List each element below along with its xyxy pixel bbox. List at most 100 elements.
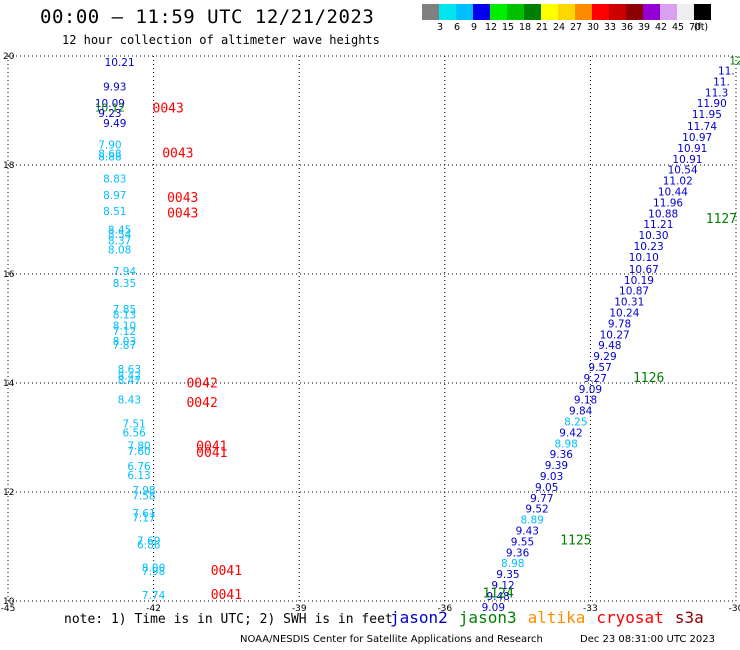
- colorbar-swatch: [626, 4, 643, 20]
- wave-height-value: 7.80: [127, 440, 150, 452]
- legend-jason3: jason3: [458, 608, 517, 627]
- wave-height-value: 8.51: [103, 206, 126, 218]
- wave-height-value: 8.97: [103, 190, 126, 202]
- wave-height-value: 9.77: [530, 493, 553, 505]
- colorbar-swatch: [660, 4, 677, 20]
- legend-cryosat: cryosat: [596, 608, 664, 627]
- wave-height-value: 10.87: [619, 286, 649, 298]
- pass-time-label: 0043: [167, 206, 198, 221]
- colorbar-label: 33: [603, 22, 617, 33]
- wave-height-value: 9.36: [506, 547, 530, 559]
- pass-time-label: 0043: [153, 102, 184, 117]
- wave-height-value: 8.47: [118, 375, 141, 387]
- colorbar-swatch: [609, 4, 626, 20]
- colorbar-label: 9: [470, 22, 478, 33]
- wave-height-value: 10.54: [668, 165, 698, 177]
- wave-height-value: 10.31: [614, 297, 644, 309]
- wave-height-value: 11.: [718, 66, 735, 78]
- pass-time-label: 0042: [186, 376, 217, 391]
- colorbar-label: 27: [569, 22, 583, 33]
- pass-time-label: 1124: [483, 587, 514, 602]
- wave-height-value: 11.96: [653, 197, 683, 209]
- legend-altika: altika: [527, 608, 586, 627]
- wave-height-value: 7.60: [127, 446, 150, 458]
- wave-height-value: 8.10: [113, 321, 136, 333]
- x-tick-label: -33: [583, 604, 598, 614]
- pass-time-label: 1127: [706, 212, 737, 227]
- wave-height-value: 7.51: [122, 419, 145, 431]
- wave-height-value: 7.74: [142, 590, 166, 602]
- colorbar-swatch: [694, 4, 711, 20]
- wave-height-value: 9.57: [588, 362, 611, 374]
- wave-height-value: 7.69: [137, 535, 160, 547]
- colorbar-label: 15: [501, 22, 515, 33]
- colorbar-swatch: [541, 4, 558, 20]
- colorbar-label: 70: [688, 22, 702, 33]
- wave-height-value: 9.55: [511, 536, 534, 548]
- wave-height-value: 11.95: [692, 109, 722, 121]
- colorbar-swatch: [677, 4, 694, 20]
- x-tick-label: -45: [1, 604, 16, 614]
- wave-height-value: 7.98: [142, 566, 165, 578]
- wave-height-value: 7.61: [132, 508, 155, 520]
- wave-height-value: 11.74: [687, 121, 717, 133]
- colorbar-swatch: [592, 4, 609, 20]
- y-tick-label: 10: [3, 597, 15, 607]
- wave-height-value: 9.84: [569, 406, 593, 418]
- wave-height-value: 6.76: [127, 461, 151, 473]
- y-tick-label: 16: [3, 270, 15, 280]
- wave-height-value: 11.21: [643, 219, 673, 231]
- chart-time-labels: 0043004300430043004200420041004100410041…: [153, 102, 738, 603]
- wave-height-value: 9.18: [574, 395, 597, 407]
- colorbar-label: 21: [535, 22, 549, 33]
- legend-s3a: s3a: [674, 608, 704, 627]
- wave-height-value: 10.30: [638, 230, 668, 242]
- wave-height-value: 8.03: [113, 336, 136, 348]
- x-tick-label: -30: [729, 604, 740, 614]
- wave-height-value: 8.43: [118, 395, 141, 407]
- wave-height-value: 9.49: [103, 118, 126, 130]
- credit-line: NOAA/NESDIS Center for Satellite Applica…: [240, 634, 543, 645]
- wave-height-value: 8.45: [108, 225, 131, 237]
- wave-height-value: 8.89: [520, 515, 543, 527]
- page-title: 00:00 — 11:59 UTC 12/21/2023: [40, 6, 375, 28]
- generated-timestamp: Dec 23 08:31:00 UTC 2023: [580, 634, 715, 645]
- wave-height-value: 8.00: [142, 563, 165, 575]
- legend-jason2: jason2: [390, 608, 448, 627]
- colorbar-swatch: [507, 4, 524, 20]
- wave-height-value: 10.09: [95, 98, 125, 110]
- wave-height-value: 7.90: [98, 140, 121, 152]
- pass-time-label: 1125: [560, 533, 591, 548]
- colorbar-label: 6: [453, 22, 461, 33]
- colorbar-swatch: [558, 4, 575, 20]
- wave-height-value: 10.12: [95, 103, 125, 115]
- y-tick-label: 12: [3, 488, 14, 498]
- colorbar-label: 30: [586, 22, 600, 33]
- pass-time-label: 1126: [633, 371, 664, 386]
- wave-height-value: 12: [729, 56, 740, 68]
- wave-height-value: 9.48: [598, 340, 621, 352]
- wave-height-value: 10.97: [682, 132, 712, 144]
- pass-time-label: 0041: [211, 588, 242, 603]
- colorbar-unit: (ft): [693, 22, 709, 33]
- wave-height-value: 11.: [713, 76, 730, 88]
- x-tick-label: -42: [146, 604, 161, 614]
- wave-height-value: 9.27: [584, 373, 607, 385]
- wave-height-value: 9.52: [525, 504, 548, 516]
- wave-height-value: 6.86: [137, 540, 161, 552]
- satellite-legend: jason2 jason3 altika cryosat s3a: [390, 608, 715, 627]
- wave-height-value: 9.09: [579, 384, 602, 396]
- y-tick-label: 20: [3, 52, 15, 62]
- y-tick-label: 14: [3, 379, 15, 389]
- colorbar-swatch: [456, 4, 473, 20]
- wave-height-value: 6.13: [127, 470, 150, 482]
- wave-height-value: 8.54: [108, 229, 132, 241]
- wave-height-value: 8.08: [108, 244, 131, 256]
- pass-time-label: 0043: [162, 146, 193, 161]
- wave-height-value: 10.10: [629, 252, 659, 264]
- wave-height-value: 9.43: [516, 526, 539, 538]
- colorbar-swatch: [643, 4, 660, 20]
- pass-time-label: 0043: [167, 191, 198, 206]
